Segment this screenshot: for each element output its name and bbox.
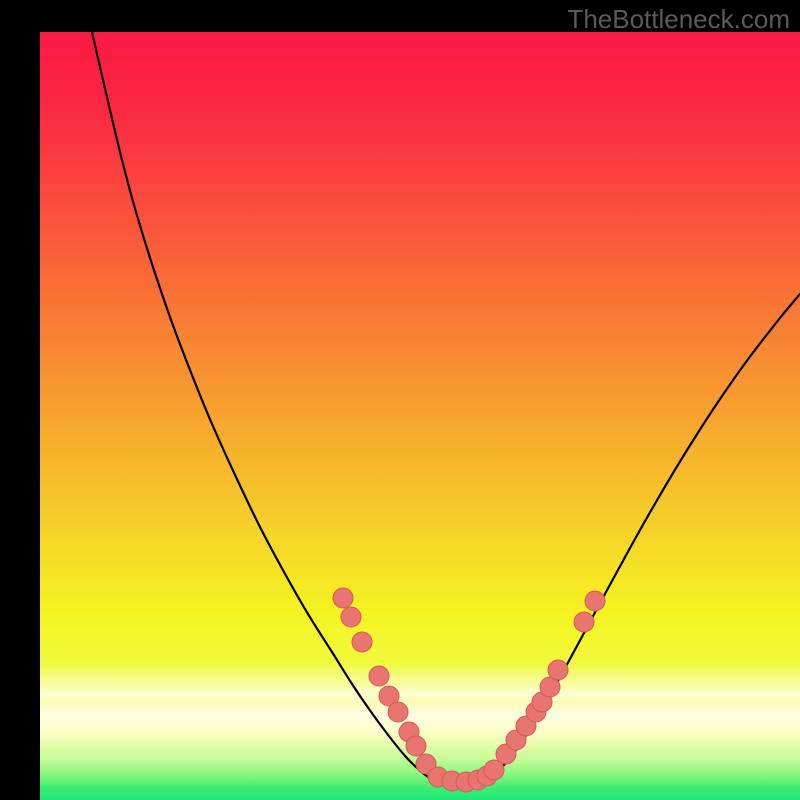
curve-marker: [548, 660, 568, 680]
curve-marker: [406, 736, 426, 756]
gradient-background: [40, 32, 800, 800]
curve-marker: [341, 607, 361, 627]
plot-area: [40, 32, 800, 800]
curve-marker: [333, 588, 353, 608]
curve-marker: [369, 666, 389, 686]
curve-marker: [585, 591, 605, 611]
curve-marker: [352, 632, 372, 652]
curve-marker: [574, 612, 594, 632]
plot-svg: [40, 32, 800, 800]
watermark-text: TheBottleneck.com: [567, 4, 790, 35]
curve-marker: [388, 702, 408, 722]
